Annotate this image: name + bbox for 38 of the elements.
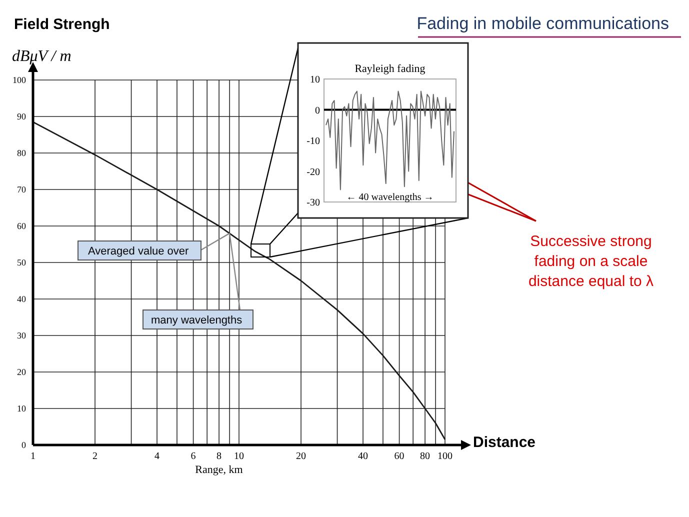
x-tick-label: 10 [234,451,244,462]
annotation: ← 40 wavelengths → [346,192,434,203]
y-tick-label: 0 [22,440,26,450]
x-tick-label: 4 [154,451,160,462]
x-tick-label: 6 [190,451,196,462]
y-tick-label: 10 [310,74,320,86]
text: Fading in mobile communications [416,14,669,33]
text: Distance [473,434,536,451]
x-tick-label: 80 [420,451,430,462]
y-tick-label: 100 [12,75,26,86]
y-tick-label: 50 [17,258,26,268]
y-tick-label: 90 [17,112,26,122]
text: Successive strong fading on a scale distance equal to λ [528,233,654,290]
x-tick-label: 1 [30,451,36,462]
y-tick-label: 20 [17,367,26,378]
y-tick-label: 0 [315,105,320,116]
x-tick-label: 2 [92,451,98,462]
x-tick-label: 8 [216,451,222,462]
text: Field Strengh [14,16,110,33]
y-tick-label: -20 [306,166,320,178]
x-tick-label: 60 [394,451,404,462]
y-tick-label: 10 [17,404,26,414]
y-tick-label: 70 [17,184,26,195]
y-tick-label: -30 [306,198,320,208]
y-axis-title: dBμV / m [12,48,72,65]
annotation: Averaged value over [88,246,190,258]
x-tick-label: 40 [358,451,368,462]
y-tick-label: 80 [17,148,26,158]
y-tick-label: -10 [306,136,320,147]
x-tick-label: 20 [296,451,306,462]
x-axis-title: Range, km [195,464,244,476]
y-tick-label: 40 [17,294,26,304]
x-tick-label: 100 [438,451,452,462]
y-tick-label: 30 [17,330,26,341]
y-tick-label: 60 [17,221,26,232]
annotation: many wavelengths [151,314,243,326]
chart-title: Rayleigh fading [354,63,426,75]
line-series [326,90,454,190]
